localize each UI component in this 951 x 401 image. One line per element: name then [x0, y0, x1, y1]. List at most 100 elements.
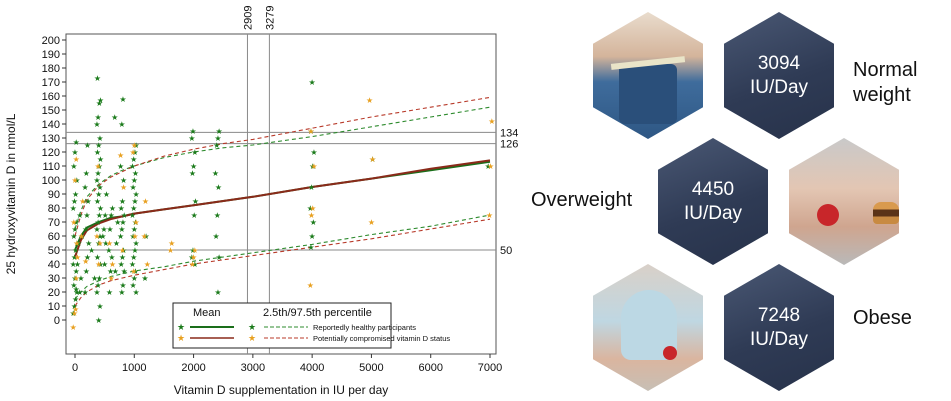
point-series0-113: ★ [130, 204, 137, 213]
hex-normal-unit: IU/Day [749, 77, 809, 98]
point-series0-38: ★ [91, 274, 98, 283]
point-series0-83: ★ [114, 218, 121, 227]
y-tick-label-150: 150 [42, 105, 60, 117]
point-series0-129: ★ [192, 197, 199, 206]
point-series0-48: ★ [96, 232, 103, 241]
point-series0-91: ★ [117, 232, 124, 241]
point-series0-1: ★ [71, 302, 78, 311]
point-series0-64: ★ [95, 113, 102, 122]
point-series1-43: ★ [486, 211, 493, 220]
point-series0-75: ★ [107, 267, 114, 276]
point-series0-112: ★ [129, 211, 136, 220]
point-series1-17: ★ [109, 260, 116, 269]
point-series0-117: ★ [131, 176, 138, 185]
point-series0-79: ★ [108, 211, 115, 220]
point-series1-29: ★ [142, 197, 149, 206]
point-series0-52: ★ [97, 204, 104, 213]
legend-star-healthy-1: ★ [177, 322, 185, 332]
legend-header-percentile: 2.5th/97.5th percentile [263, 307, 372, 319]
point-series0-85: ★ [118, 288, 125, 297]
y-tick-label-0: 0 [54, 315, 60, 327]
point-series0-110: ★ [131, 225, 138, 234]
y-tick-label-70: 70 [48, 217, 60, 229]
legend-box [172, 302, 392, 349]
point-series1-10: ★ [79, 197, 86, 206]
point-series0-20: ★ [73, 138, 80, 147]
point-series0-115: ★ [133, 190, 140, 199]
point-series0-139: ★ [215, 183, 222, 192]
point-series0-43: ★ [95, 281, 102, 290]
x-tick-label-3000: 3000 [241, 362, 265, 374]
point-series1-1: ★ [71, 309, 78, 318]
point-series0-58: ★ [96, 162, 103, 171]
point-series1-34: ★ [191, 246, 198, 255]
point-series0-143: ★ [216, 127, 223, 136]
burger-shape [873, 202, 899, 224]
label-overweight: Overweight [531, 189, 633, 211]
point-series0-16: ★ [72, 190, 79, 199]
point-series0-136: ★ [216, 253, 223, 262]
point-series0-103: ★ [131, 274, 138, 283]
point-series0-114: ★ [131, 197, 138, 206]
point-series0-49: ★ [93, 225, 100, 234]
point-series0-50: ★ [95, 218, 102, 227]
y-tick-label-40: 40 [48, 259, 60, 271]
point-series1-23: ★ [131, 232, 138, 241]
point-series0-94: ★ [121, 211, 128, 220]
hex-overweight: 4450 IU/Day [658, 138, 768, 265]
point-series0-40: ★ [95, 316, 102, 325]
point-series0-2: ★ [72, 295, 79, 304]
point-series0-66: ★ [97, 96, 104, 105]
point-series1-2: ★ [72, 305, 79, 314]
vline-label-3279: 3279 [264, 6, 276, 30]
y-tick-label-190: 190 [42, 49, 60, 61]
point-series0-77: ★ [105, 246, 112, 255]
hex-obese: 7248 IU/Day [724, 264, 834, 391]
point-series0-35: ★ [82, 183, 89, 192]
legend: Mean 2.5th/97.5th percentile ★ ★ Reporte… [172, 302, 450, 349]
y-tick-label-90: 90 [48, 189, 60, 201]
waist-photo-hexagon [593, 12, 703, 139]
point-series1-27: ★ [144, 260, 151, 269]
point-series0-10: ★ [73, 239, 80, 248]
point-series0-151: ★ [307, 127, 314, 136]
point-series1-5: ★ [71, 176, 78, 185]
point-series0-99: ★ [118, 120, 125, 129]
point-series1-7: ★ [73, 274, 80, 283]
point-series0-98: ★ [117, 162, 124, 171]
point-series0-56: ★ [93, 176, 100, 185]
point-series0-132: ★ [191, 148, 198, 157]
data-points: ★★★★★★★★★★★★★★★★★★★★★★★★★★★★★★★★★★★★★★★★… [70, 74, 496, 332]
point-series0-149: ★ [309, 162, 316, 171]
legend-header-mean: Mean [193, 307, 221, 319]
point-series0-153: ★ [369, 155, 376, 164]
label-obese: Obese [853, 307, 912, 329]
curve-upper-compromised [74, 96, 491, 237]
point-series1-14: ★ [93, 232, 100, 241]
point-series0-6: ★ [73, 267, 80, 276]
point-series0-116: ★ [130, 183, 137, 192]
x-tick-label-2000: 2000 [181, 362, 205, 374]
point-series0-150: ★ [310, 148, 317, 157]
point-series0-69: ★ [102, 239, 109, 248]
point-series1-39: ★ [307, 127, 314, 136]
point-series0-67: ★ [94, 74, 101, 83]
point-series0-134: ★ [189, 127, 196, 136]
point-series1-25: ★ [130, 148, 137, 157]
curve-lower-healthy [74, 214, 491, 300]
point-series0-78: ★ [106, 225, 113, 234]
legend-star-compromised-1: ★ [177, 333, 185, 343]
point-series1-45: ★ [488, 117, 495, 126]
point-series0-68: ★ [101, 260, 108, 269]
plot-frame [65, 33, 497, 355]
point-series0-97: ★ [120, 176, 127, 185]
point-series1-31: ★ [168, 239, 175, 248]
point-series0-65: ★ [96, 99, 103, 108]
point-series0-109: ★ [130, 232, 137, 241]
point-series1-26: ★ [131, 141, 138, 150]
apple-shape [817, 204, 839, 226]
y-tick-label-20: 20 [48, 287, 60, 299]
point-series1-33: ★ [190, 253, 197, 262]
